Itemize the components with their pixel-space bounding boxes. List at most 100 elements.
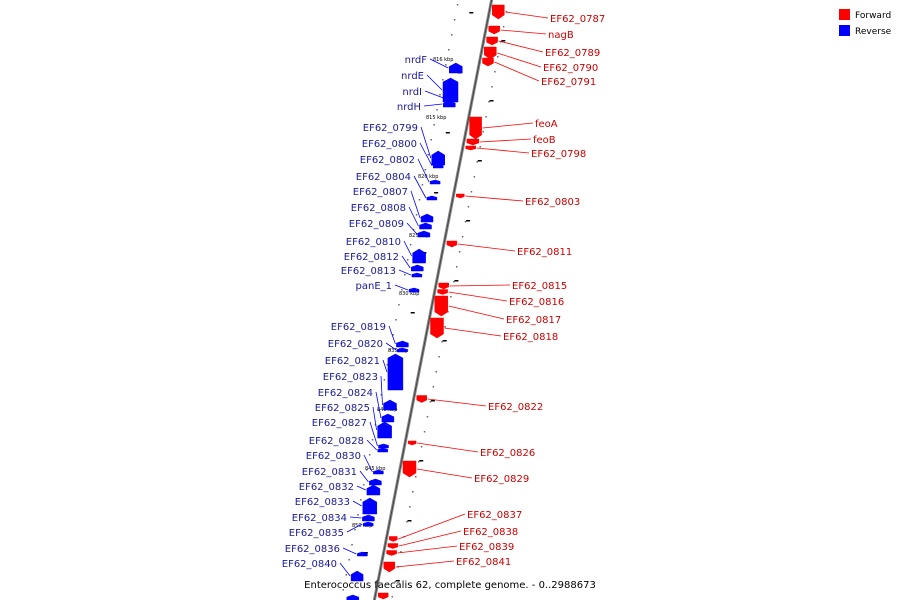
reverse-gene-label[interactable]: EF62_0836 bbox=[285, 544, 340, 555]
reverse-gene-label[interactable]: EF62_0835 bbox=[289, 528, 344, 539]
reverse-gene-feature[interactable] bbox=[377, 447, 388, 453]
reverse-gene-feature[interactable] bbox=[431, 150, 445, 166]
reverse-gene-feature[interactable] bbox=[362, 497, 378, 515]
reverse-gene-label[interactable]: EF62_0810 bbox=[346, 237, 401, 248]
reverse-gene-label[interactable]: EF62_0827 bbox=[312, 418, 367, 429]
forward-gene-label[interactable]: EF62_0822 bbox=[488, 402, 543, 413]
forward-gene-label[interactable]: EF62_0815 bbox=[512, 281, 567, 292]
reverse-gene-feature[interactable] bbox=[377, 421, 392, 439]
reverse-gene-feature[interactable] bbox=[366, 484, 381, 496]
forward-gene-label[interactable]: EF62_0811 bbox=[517, 247, 572, 258]
forward-gene-label[interactable]: EF62_0839 bbox=[459, 542, 514, 553]
reverse-gene-feature[interactable] bbox=[362, 521, 374, 527]
reverse-gene-feature[interactable] bbox=[417, 230, 431, 238]
reverse-gene-label[interactable]: EF62_0802 bbox=[360, 155, 415, 166]
forward-gene-feature[interactable] bbox=[383, 561, 396, 573]
forward-gene-feature[interactable] bbox=[486, 36, 498, 46]
reverse-gene-feature[interactable] bbox=[449, 62, 463, 74]
forward-gene-feature[interactable] bbox=[466, 138, 480, 146]
forward-gene-label[interactable]: nagB bbox=[548, 30, 574, 41]
forward-gene-feature[interactable] bbox=[469, 116, 482, 140]
reverse-gene-feature[interactable] bbox=[396, 340, 409, 348]
reverse-gene-label[interactable]: EF62_0834 bbox=[292, 513, 347, 524]
forward-gene-feature[interactable] bbox=[387, 543, 399, 549]
reverse-gene-feature[interactable] bbox=[383, 399, 397, 411]
reverse-gene-feature[interactable] bbox=[381, 413, 395, 423]
reverse-gene-feature[interactable] bbox=[411, 272, 423, 278]
reverse-gene-feature[interactable] bbox=[412, 248, 426, 264]
reverse-gene-label[interactable]: EF62_0807 bbox=[353, 187, 408, 198]
forward-gene-label[interactable]: EF62_0837 bbox=[467, 510, 522, 521]
reverse-gene-label[interactable]: EF62_0808 bbox=[351, 203, 406, 214]
forward-gene-label[interactable]: EF62_0790 bbox=[543, 63, 598, 74]
reverse-gene-label[interactable]: nrdH bbox=[397, 102, 421, 113]
reverse-gene-feature[interactable] bbox=[396, 347, 408, 353]
forward-gene-label[interactable]: feoA bbox=[535, 119, 558, 130]
reverse-gene-label[interactable]: EF62_0830 bbox=[306, 451, 361, 462]
forward-gene-feature[interactable] bbox=[482, 57, 494, 67]
forward-gene-label[interactable]: feoB bbox=[533, 135, 556, 146]
forward-gene-feature[interactable] bbox=[437, 289, 448, 295]
forward-gene-label[interactable]: EF62_0789 bbox=[545, 48, 600, 59]
reverse-gene-feature[interactable] bbox=[408, 287, 420, 293]
reverse-gene-feature[interactable] bbox=[350, 570, 364, 582]
reverse-gene-label[interactable]: EF62_0799 bbox=[363, 123, 418, 134]
forward-gene-feature[interactable] bbox=[465, 145, 476, 151]
forward-gene-label[interactable]: EF62_0803 bbox=[525, 197, 580, 208]
forward-gene-feature[interactable] bbox=[484, 46, 497, 60]
reverse-gene-label[interactable]: nrdE bbox=[401, 71, 424, 82]
reverse-gene-label[interactable]: EF62_0832 bbox=[299, 482, 354, 493]
forward-gene-label[interactable]: EF62_0798 bbox=[531, 149, 586, 160]
forward-gene-feature[interactable] bbox=[416, 395, 427, 403]
reverse-gene-feature[interactable] bbox=[387, 353, 404, 391]
reverse-gene-feature[interactable] bbox=[443, 100, 456, 108]
forward-gene-feature[interactable] bbox=[402, 460, 417, 478]
reverse-gene-label[interactable]: EF62_0809 bbox=[349, 219, 404, 230]
forward-gene-feature[interactable] bbox=[446, 240, 458, 248]
forward-gene-label[interactable]: EF62_0787 bbox=[550, 14, 605, 25]
reverse-gene-label[interactable]: EF62_0819 bbox=[331, 322, 386, 333]
reverse-gene-feature[interactable] bbox=[378, 443, 389, 449]
reverse-gene-label[interactable]: EF62_0828 bbox=[309, 436, 364, 447]
reverse-gene-feature[interactable] bbox=[444, 94, 457, 102]
forward-gene-label[interactable]: EF62_0826 bbox=[480, 448, 535, 459]
reverse-gene-label[interactable]: EF62_0833 bbox=[295, 497, 350, 508]
reverse-gene-label[interactable]: panE_1 bbox=[356, 281, 393, 292]
reverse-gene-feature[interactable] bbox=[419, 222, 432, 230]
reverse-gene-label[interactable]: EF62_0800 bbox=[362, 139, 417, 150]
reverse-gene-feature[interactable] bbox=[362, 514, 375, 522]
reverse-gene-label[interactable]: EF62_0813 bbox=[341, 266, 396, 277]
forward-gene-label[interactable]: EF62_0791 bbox=[541, 77, 596, 88]
reverse-gene-label[interactable]: EF62_0840 bbox=[282, 559, 337, 570]
reverse-gene-label[interactable]: EF62_0831 bbox=[302, 467, 357, 478]
reverse-gene-feature[interactable] bbox=[429, 179, 441, 185]
reverse-gene-label[interactable]: EF62_0812 bbox=[344, 252, 399, 263]
forward-gene-feature[interactable] bbox=[430, 317, 444, 339]
forward-gene-label[interactable]: EF62_0838 bbox=[463, 527, 518, 538]
reverse-gene-label[interactable]: EF62_0820 bbox=[328, 339, 383, 350]
forward-gene-feature[interactable] bbox=[377, 592, 389, 600]
reverse-gene-feature[interactable] bbox=[357, 551, 368, 557]
reverse-gene-label[interactable]: EF62_0824 bbox=[318, 388, 373, 399]
reverse-gene-feature[interactable] bbox=[411, 264, 424, 272]
reverse-gene-feature[interactable] bbox=[426, 195, 438, 201]
reverse-gene-label[interactable]: EF62_0823 bbox=[323, 372, 378, 383]
reverse-gene-label[interactable]: nrdF bbox=[405, 55, 428, 66]
forward-gene-feature[interactable] bbox=[456, 193, 465, 199]
reverse-gene-feature[interactable] bbox=[432, 163, 444, 169]
forward-gene-label[interactable]: EF62_0817 bbox=[506, 315, 561, 326]
forward-gene-feature[interactable] bbox=[407, 440, 417, 446]
reverse-gene-label[interactable]: EF62_0825 bbox=[315, 403, 370, 414]
forward-gene-label[interactable]: EF62_0841 bbox=[456, 557, 511, 568]
forward-gene-label[interactable]: EF62_0829 bbox=[474, 474, 529, 485]
forward-gene-label[interactable]: EF62_0818 bbox=[503, 332, 558, 343]
reverse-gene-label[interactable]: EF62_0804 bbox=[356, 172, 411, 183]
forward-gene-feature[interactable] bbox=[492, 4, 505, 20]
reverse-gene-feature[interactable] bbox=[420, 213, 434, 223]
forward-gene-label[interactable]: EF62_0816 bbox=[509, 297, 564, 308]
forward-gene-feature[interactable] bbox=[488, 25, 500, 35]
forward-gene-feature[interactable] bbox=[389, 536, 398, 542]
reverse-gene-feature[interactable] bbox=[346, 594, 360, 600]
forward-gene-feature[interactable] bbox=[386, 550, 397, 556]
reverse-gene-feature[interactable] bbox=[373, 469, 384, 475]
